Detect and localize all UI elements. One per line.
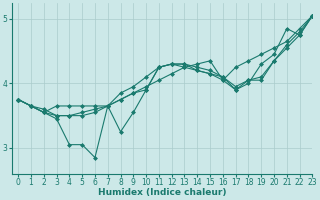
X-axis label: Humidex (Indice chaleur): Humidex (Indice chaleur) [98,188,226,197]
